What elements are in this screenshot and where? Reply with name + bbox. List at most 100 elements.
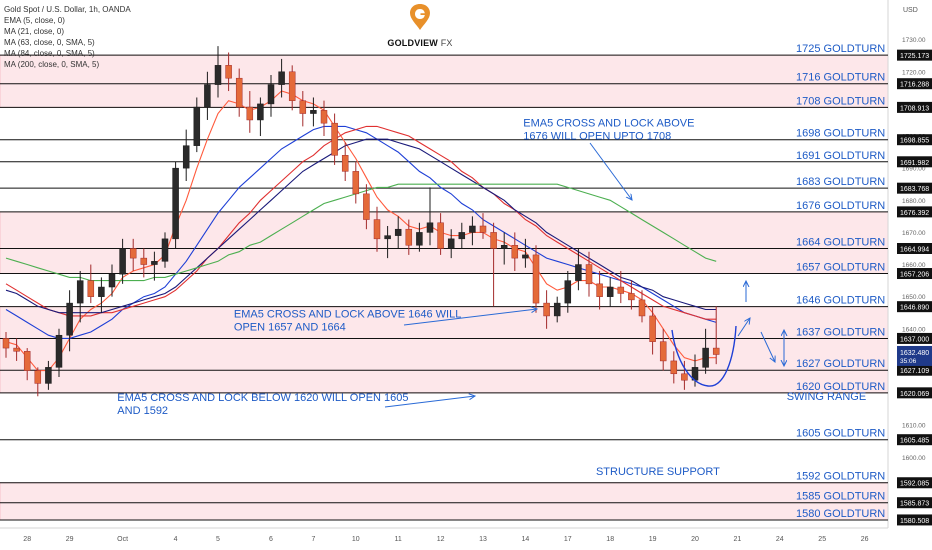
indicator-ma21[interactable]: MA (21, close, 0) bbox=[4, 27, 65, 36]
candle-body-57 bbox=[606, 286, 614, 297]
y-tick-label: 1680.00 bbox=[902, 198, 926, 205]
candle-body-29 bbox=[310, 110, 317, 114]
x-tick-label-12: 17 bbox=[564, 536, 572, 543]
y-tick-label: 1690.00 bbox=[902, 166, 926, 173]
candle-body-58 bbox=[617, 286, 625, 294]
candle-body-62 bbox=[659, 341, 667, 362]
price-badge-1 bbox=[897, 78, 932, 90]
price-badges-layer: 1725.173 1716.288 1708.913 1698.855 1691.982… bbox=[897, 49, 932, 526]
ma-line-3 bbox=[5, 138, 717, 314]
time-axis: 28 29 Oct 4 5 6 7 10 11 12 13 14 17 18 19 20 21 24 25 26 bbox=[0, 527, 888, 543]
y-tick-label: 1730.00 bbox=[902, 37, 926, 44]
candle-body-31 bbox=[331, 122, 338, 156]
annotation-1-line-1: OPEN 1657 AND 1664 bbox=[234, 322, 346, 334]
x-tick-label-14: 19 bbox=[649, 536, 657, 543]
ma-line-4 bbox=[5, 183, 717, 282]
level-label-1: 1716 GOLDTURN bbox=[796, 72, 885, 84]
candle-body-43 bbox=[458, 232, 466, 240]
price-badge-label-3: 1698.855 bbox=[900, 138, 929, 145]
candle-body-36 bbox=[384, 235, 391, 240]
candle-body-54 bbox=[575, 264, 582, 281]
x-tick-label-18: 25 bbox=[818, 536, 826, 543]
x-tick-label-2: Oct bbox=[117, 536, 128, 543]
candle-body-23 bbox=[246, 106, 254, 121]
level-label-3: 1698 GOLDTURN bbox=[796, 128, 885, 140]
ma-line-2 bbox=[5, 125, 717, 320]
candle-body-50 bbox=[532, 254, 540, 304]
candle-body-63 bbox=[670, 360, 678, 375]
zone-0 bbox=[0, 54, 889, 108]
price-badge-label-7: 1664.994 bbox=[900, 246, 929, 253]
x-tick-label-9: 12 bbox=[437, 536, 445, 543]
x-tick-label-0: 28 bbox=[23, 536, 31, 543]
candle-body-38 bbox=[405, 228, 413, 246]
candle-body-5 bbox=[55, 334, 63, 368]
price-badge-label-0: 1725.173 bbox=[900, 53, 929, 60]
x-tick-label-16: 21 bbox=[734, 536, 742, 543]
candle-body-25 bbox=[267, 84, 275, 105]
candle-body-61 bbox=[649, 315, 656, 342]
x-tick-label-13: 18 bbox=[606, 536, 614, 543]
annotation-4-line-0: STRUCTURE SUPPORT bbox=[596, 466, 720, 478]
x-tick-label-5: 6 bbox=[269, 536, 273, 543]
candle-body-46 bbox=[490, 232, 497, 249]
candle-body-52 bbox=[553, 302, 561, 317]
y-tick-label: 1600.00 bbox=[902, 455, 926, 462]
level-label-9: 1646 GOLDTURN bbox=[796, 295, 885, 307]
price-axis-currency: USD bbox=[903, 7, 918, 14]
candle-body-28 bbox=[299, 100, 307, 114]
zone-2 bbox=[0, 306, 889, 394]
level-label-2: 1708 GOLDTURN bbox=[796, 95, 885, 107]
price-badge-label-13: 1605.485 bbox=[900, 438, 929, 445]
candle-body-34 bbox=[363, 193, 370, 220]
indicator-ema5[interactable]: EMA (5, close, 0) bbox=[4, 16, 65, 25]
candle-body-1 bbox=[13, 347, 20, 352]
candle-body-19 bbox=[204, 84, 211, 108]
price-badge-12 bbox=[897, 387, 932, 399]
logo-mark-icon bbox=[410, 4, 430, 30]
candle-body-8 bbox=[87, 280, 95, 297]
goldview-logo: GOLDVIEW FX bbox=[384, 2, 456, 48]
arrow-below-1620 bbox=[384, 396, 475, 408]
price-badge-3 bbox=[897, 134, 932, 146]
candle-body-44 bbox=[469, 225, 476, 233]
y-tick-label: 1660.00 bbox=[902, 262, 926, 269]
indicator-ma200[interactable]: MA (200, close, 0, SMA, 5) bbox=[4, 60, 100, 69]
candle-body-33 bbox=[352, 171, 360, 195]
logo-suffix: FX bbox=[440, 38, 453, 48]
candle-body-49 bbox=[522, 254, 529, 259]
price-badge-2 bbox=[897, 101, 932, 113]
price-badge-label-4: 1691.982 bbox=[900, 160, 929, 167]
candle-body-64 bbox=[681, 373, 688, 381]
candle-body-6 bbox=[66, 302, 73, 336]
indicator-ma63[interactable]: MA (63, close, 0, SMA, 5) bbox=[4, 38, 95, 47]
arrow-above-1676 bbox=[589, 142, 632, 200]
candle-body-0 bbox=[2, 338, 10, 349]
price-badge-13 bbox=[897, 434, 932, 446]
candle-body-24 bbox=[257, 103, 264, 121]
swing-range-curve bbox=[671, 325, 737, 387]
arrow-above-1646 bbox=[403, 309, 537, 326]
annotation-1-line-0: EMA5 CROSS AND LOCK ABOVE 1646 WILL bbox=[234, 309, 461, 321]
level-label-8: 1657 GOLDTURN bbox=[796, 262, 885, 274]
current-price-countdown: 35:06 bbox=[900, 358, 917, 365]
indicator-ma84[interactable]: MA (84, close, 0, SMA, 5) bbox=[4, 49, 95, 58]
logo-text: GOLDVIEW FX bbox=[384, 38, 456, 48]
candle-body-15 bbox=[161, 238, 169, 262]
candle-body-55 bbox=[585, 264, 593, 285]
candle-body-35 bbox=[373, 219, 381, 240]
x-tick-label-15: 20 bbox=[691, 536, 699, 543]
price-badge-15 bbox=[897, 497, 932, 509]
candle-body-56 bbox=[596, 283, 603, 297]
chart-legend: Gold Spot / U.S. Dollar, 1h, OANDA EMA (… bbox=[4, 4, 131, 70]
candle-body-18 bbox=[193, 106, 201, 146]
price-badge-9 bbox=[897, 301, 932, 313]
candle-body-4 bbox=[45, 367, 52, 384]
price-badge-label-9: 1646.890 bbox=[900, 305, 929, 312]
x-tick-label-11: 14 bbox=[522, 536, 530, 543]
price-badge-label-1: 1716.288 bbox=[900, 82, 929, 89]
candle-body-67 bbox=[712, 347, 720, 355]
price-badge-6 bbox=[897, 206, 932, 218]
candle-body-47 bbox=[500, 245, 508, 249]
